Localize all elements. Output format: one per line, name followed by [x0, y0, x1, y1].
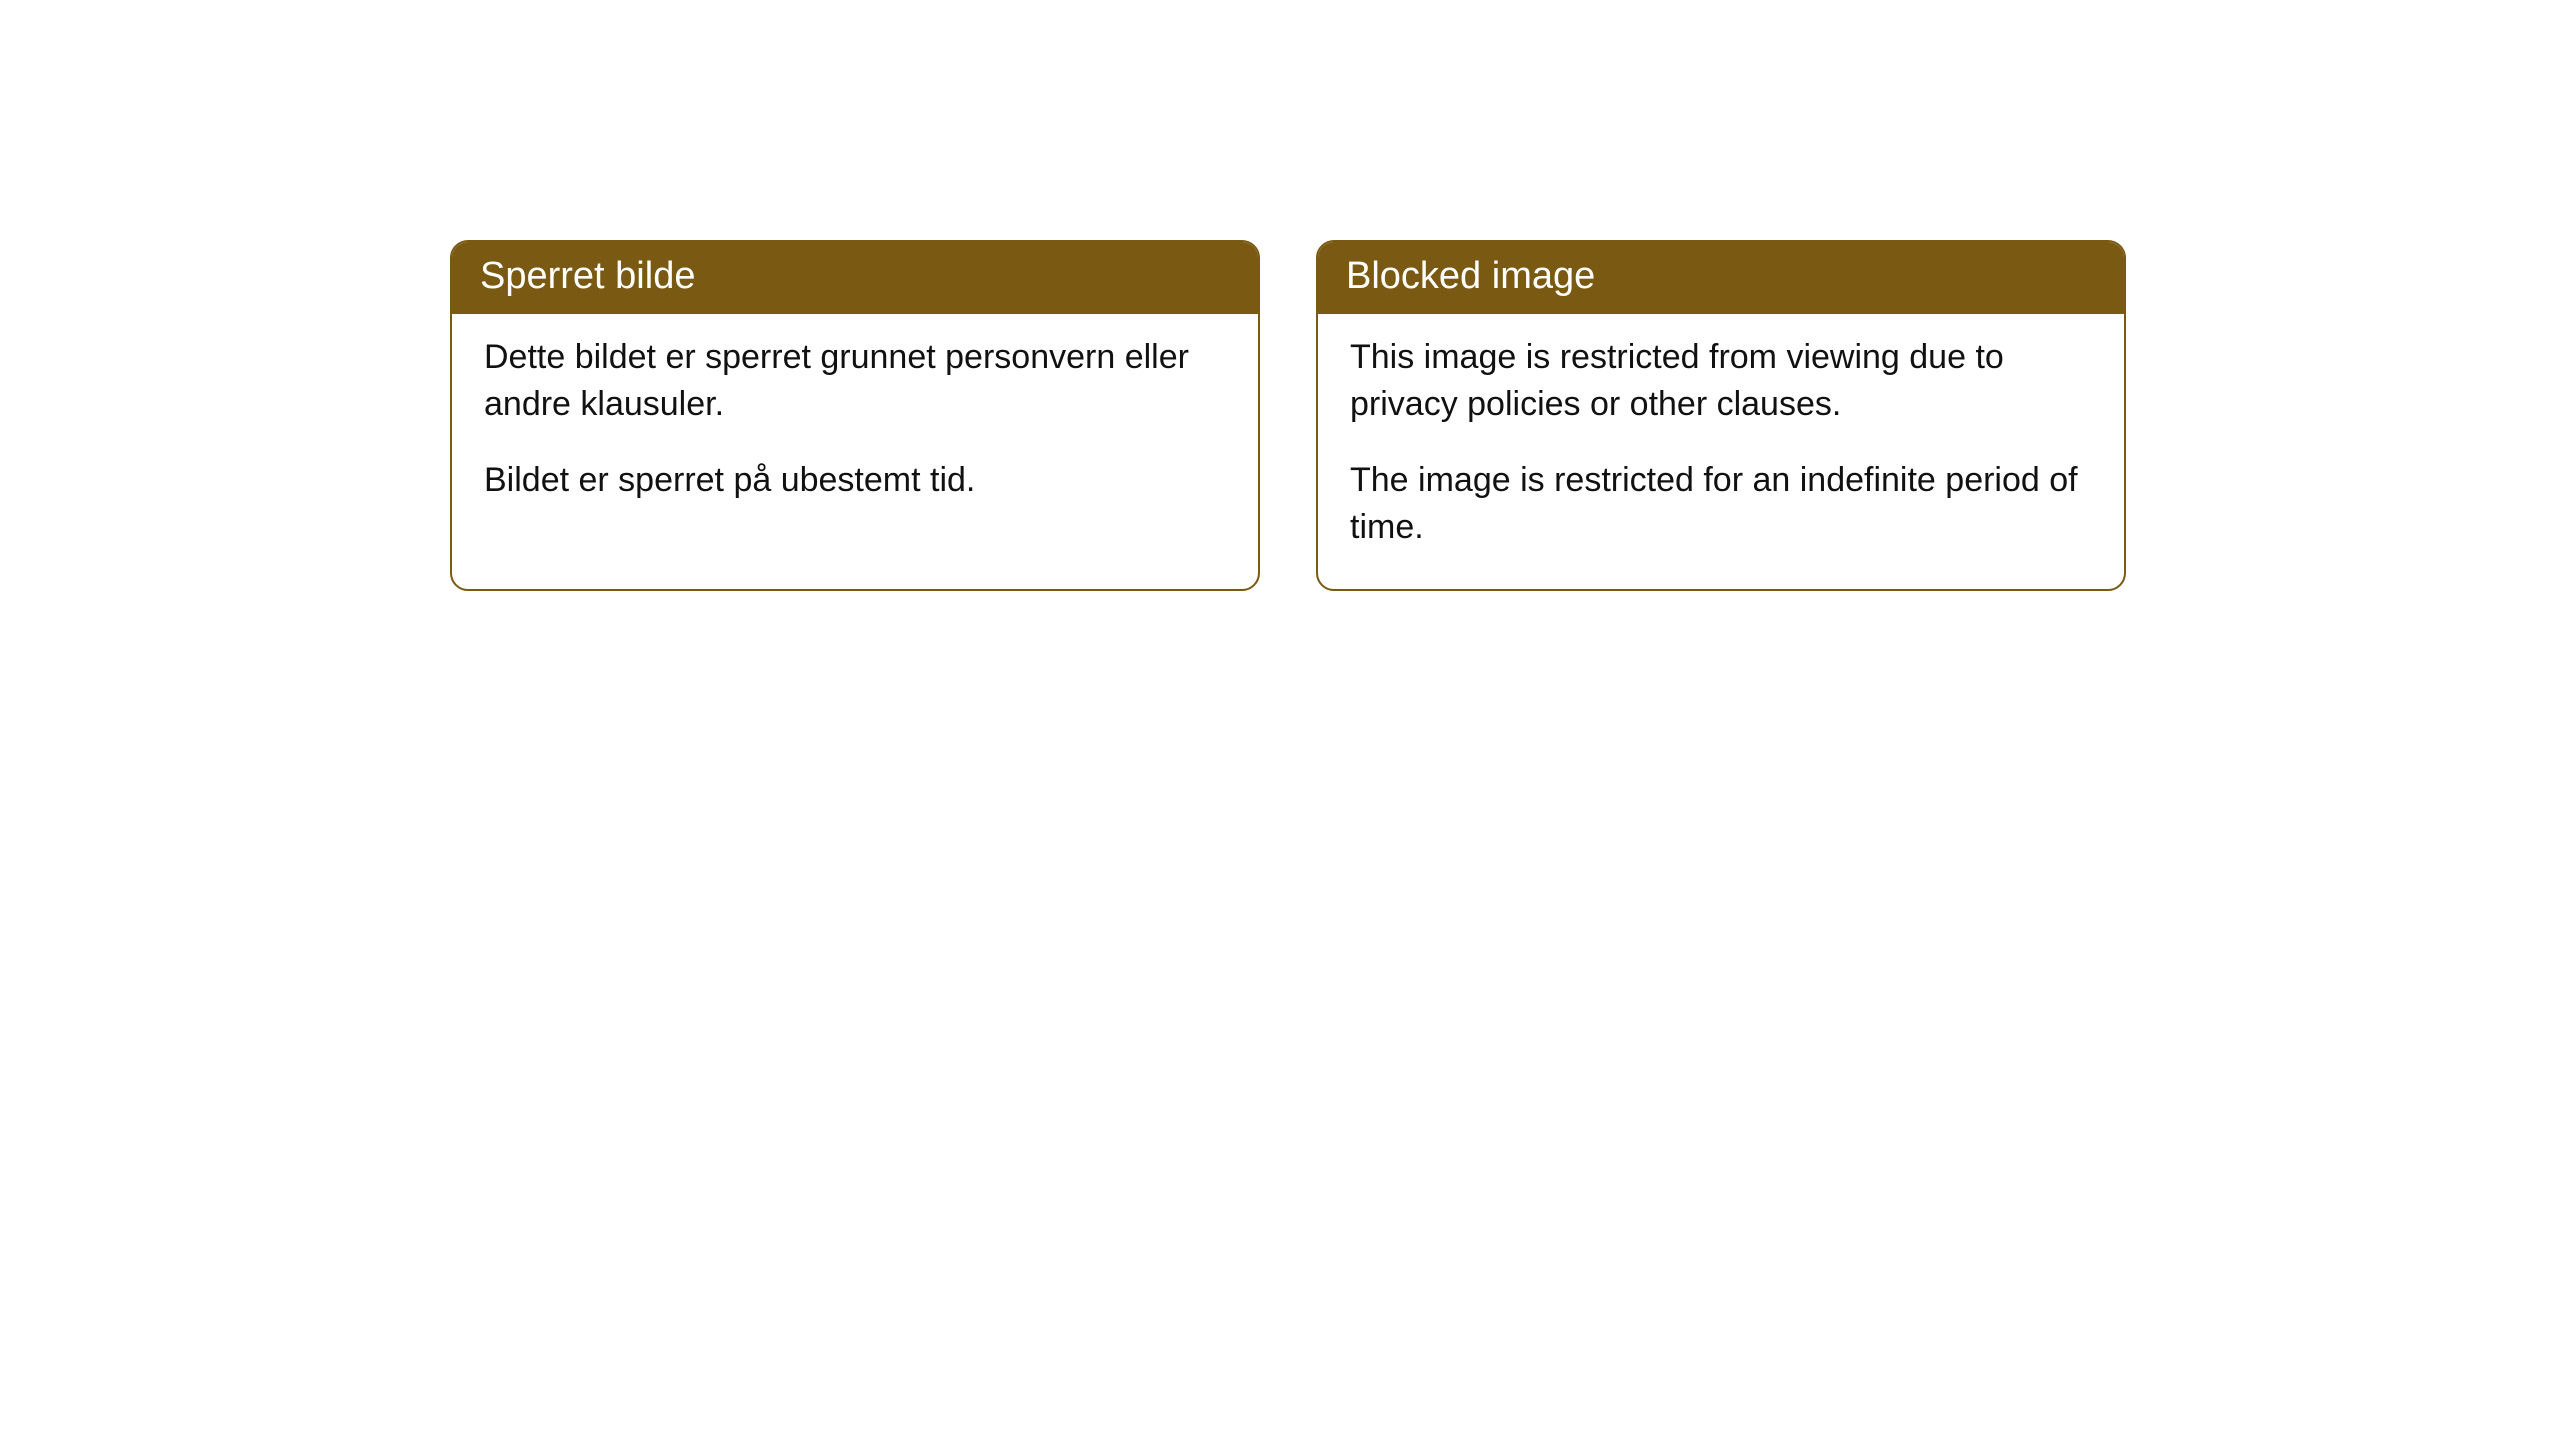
card-body: This image is restricted from viewing du… [1318, 314, 2124, 590]
card-body: Dette bildet er sperret grunnet personve… [452, 314, 1258, 543]
notice-card-en: Blocked image This image is restricted f… [1316, 240, 2126, 591]
card-title: Sperret bilde [452, 242, 1258, 314]
card-paragraph: Bildet er sperret på ubestemt tid. [484, 457, 1226, 504]
card-title: Blocked image [1318, 242, 2124, 314]
notice-card-no: Sperret bilde Dette bildet er sperret gr… [450, 240, 1260, 591]
card-paragraph: This image is restricted from viewing du… [1350, 334, 2092, 428]
card-paragraph: The image is restricted for an indefinit… [1350, 457, 2092, 551]
card-paragraph: Dette bildet er sperret grunnet personve… [484, 334, 1226, 428]
notice-cards-container: Sperret bilde Dette bildet er sperret gr… [450, 240, 2126, 591]
